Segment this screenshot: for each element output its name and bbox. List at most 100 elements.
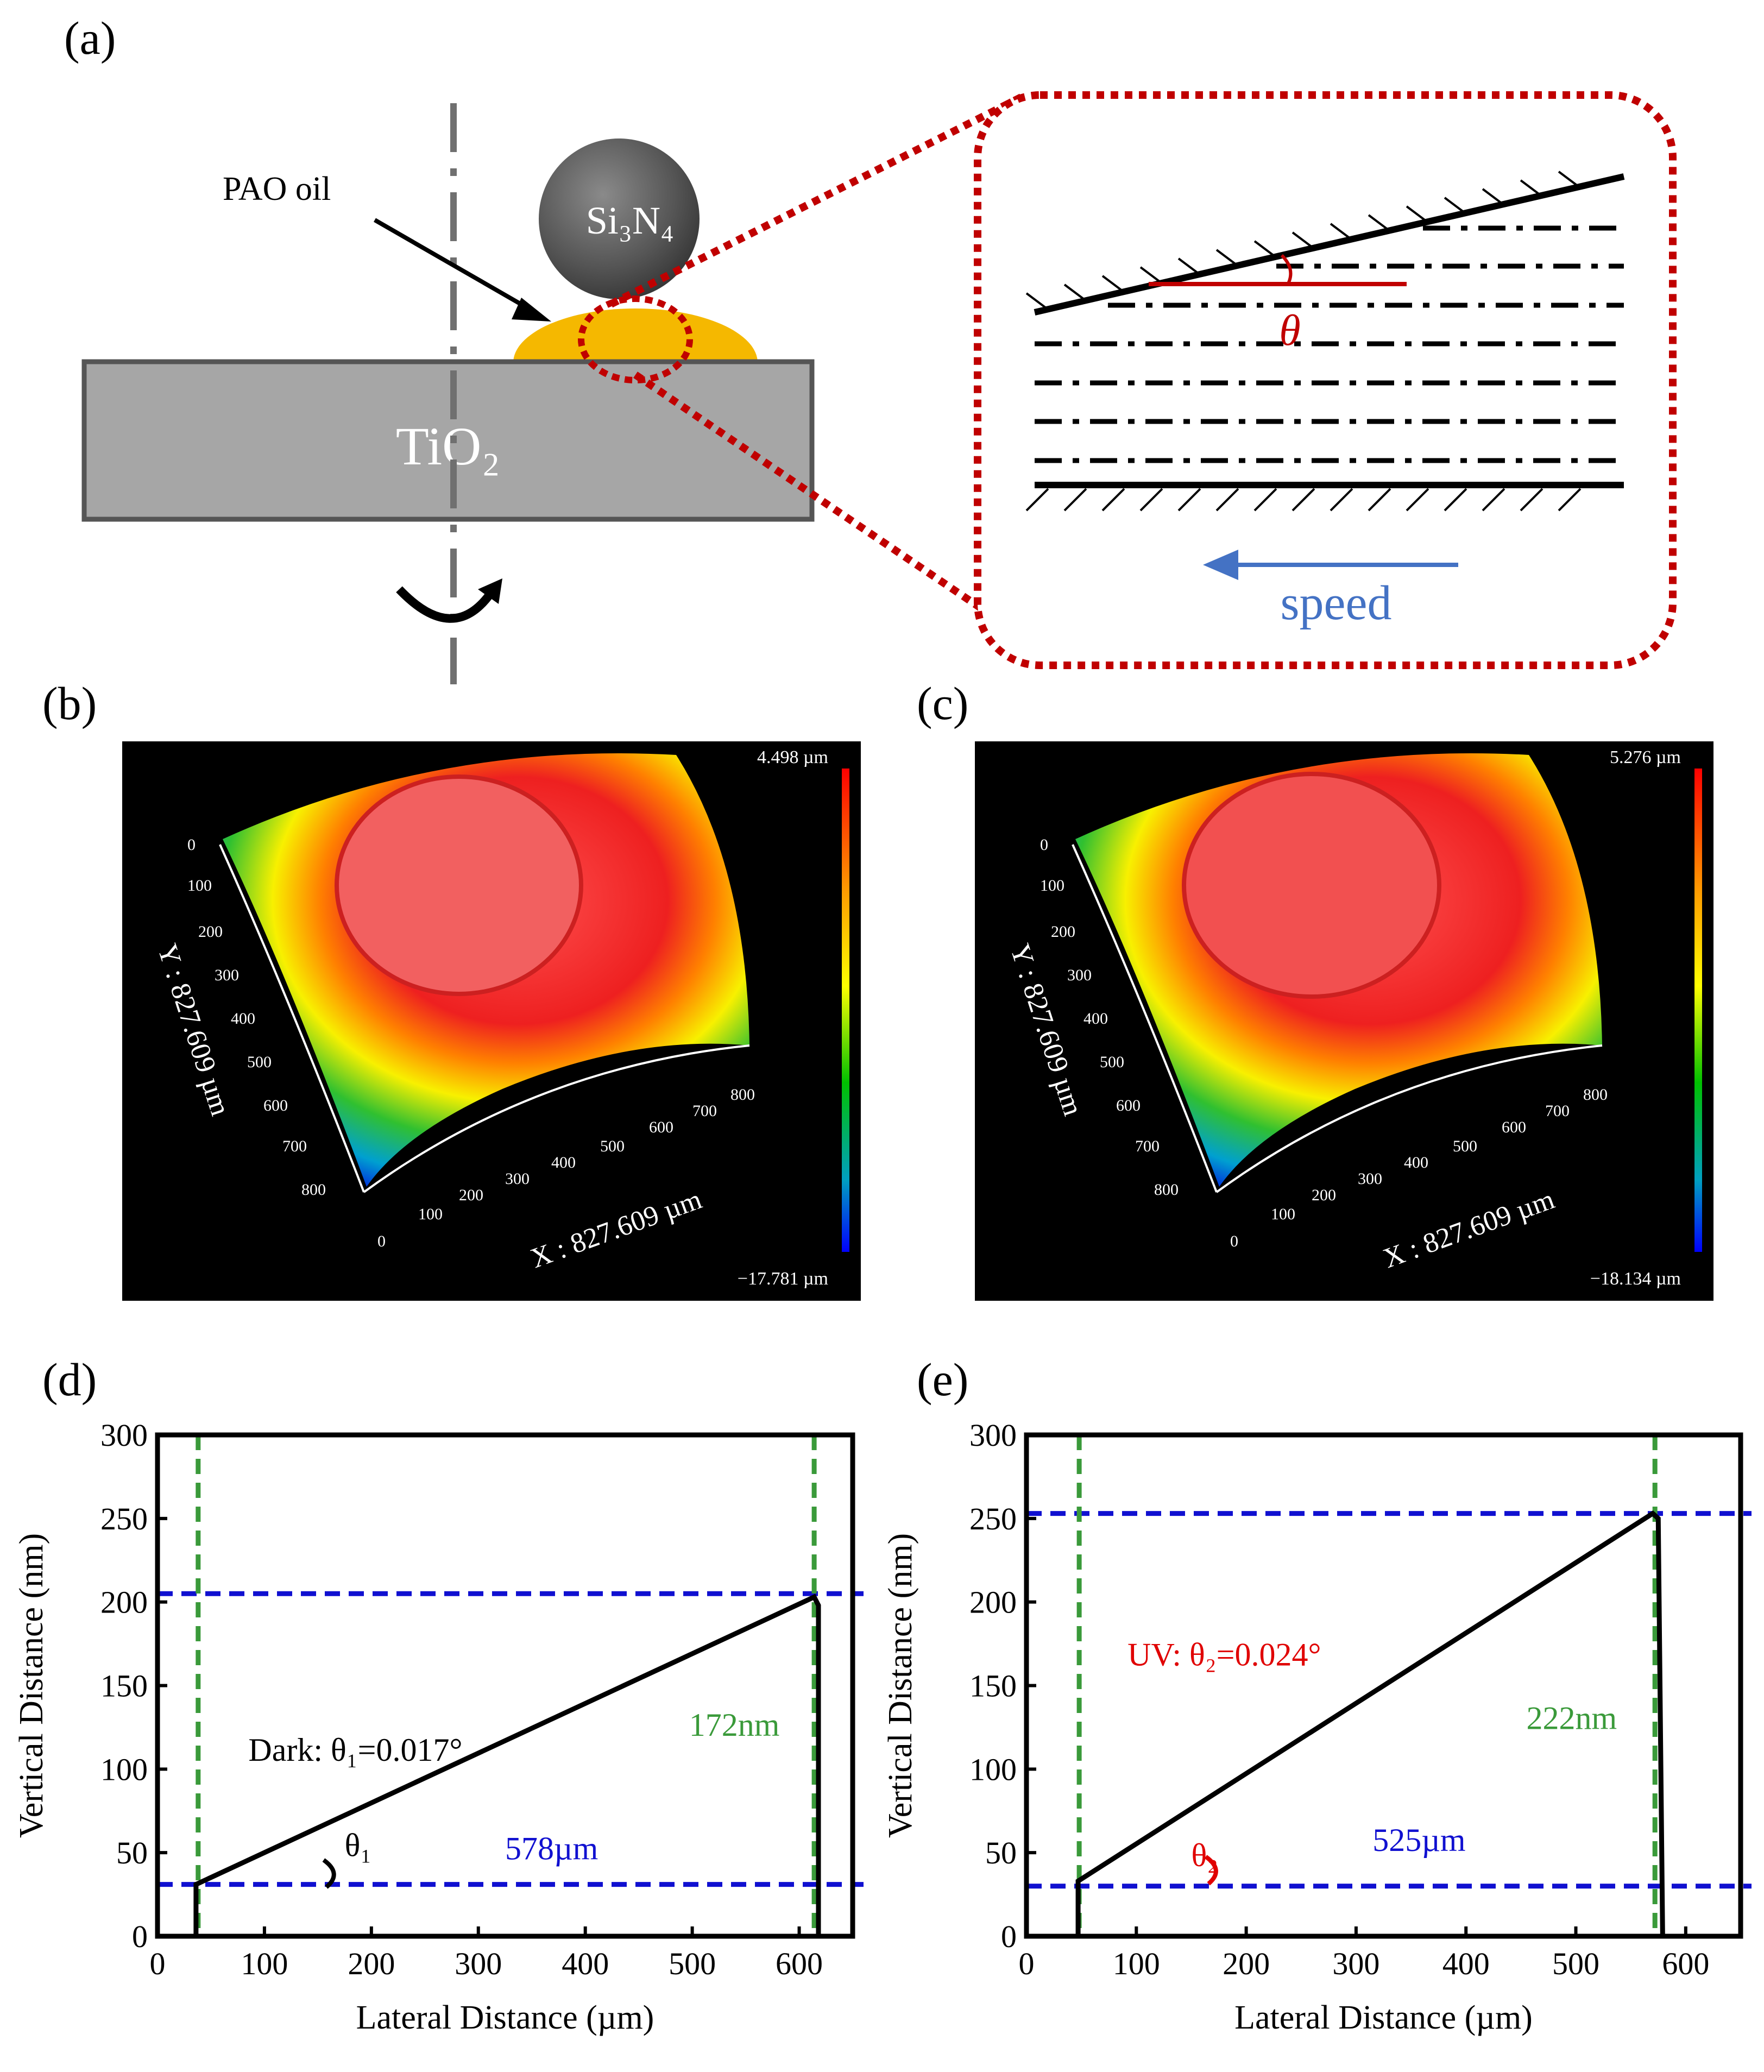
panel-label-a: (a)	[64, 12, 116, 64]
svg-text:700: 700	[1135, 1137, 1160, 1155]
svg-text:500: 500	[1453, 1137, 1477, 1155]
svg-text:100: 100	[418, 1205, 443, 1223]
speed-label: speed	[1281, 576, 1392, 630]
zoom-box	[974, 91, 1677, 669]
y-tick-label-1: 50	[985, 1835, 1017, 1871]
x-axis-ticks: 0 100 200 300 400 500 600 700 800	[377, 1086, 755, 1250]
svg-text:600: 600	[1502, 1118, 1526, 1136]
svg-text:700: 700	[692, 1102, 717, 1120]
svg-text:400: 400	[231, 1010, 255, 1028]
x-tick-label-5: 500	[1552, 1946, 1599, 1981]
x-axis-line	[363, 1044, 750, 1193]
svg-text:0: 0	[377, 1232, 386, 1250]
svg-text:600: 600	[649, 1118, 673, 1136]
svg-text:700: 700	[1545, 1102, 1570, 1120]
svg-text:300: 300	[215, 966, 239, 984]
y-tick-label-4: 200	[969, 1585, 1017, 1620]
y-axis-title: Vertical Distance (nm)	[13, 1533, 50, 1838]
si3n4-ball	[539, 138, 700, 299]
inclined-surface	[1034, 173, 1625, 316]
flow-lines	[1035, 225, 1624, 463]
wear-scar	[1182, 772, 1441, 999]
max-height-label: 4.498 µm	[757, 747, 828, 767]
panel-label-c: (c)	[917, 677, 969, 729]
svg-text:600: 600	[1116, 1097, 1141, 1114]
panel-label-b: (b)	[42, 677, 97, 729]
annotation-0: UV: θ₂=0.024°	[1127, 1637, 1321, 1673]
surface-map-c: 0 100 200 300 400 500 600 700 800 0 100 …	[975, 741, 1713, 1301]
x-tick-label-3: 300	[1332, 1946, 1379, 1981]
y-tick-label-1: 50	[116, 1835, 148, 1871]
angle-arc	[322, 1858, 336, 1889]
svg-text:500: 500	[247, 1053, 272, 1071]
svg-text:0: 0	[1040, 836, 1048, 854]
pao-oil-arrowhead-icon	[512, 298, 551, 322]
y-tick-label-2: 100	[969, 1752, 1017, 1787]
svg-text:300: 300	[505, 1170, 530, 1188]
profile-line-0	[1075, 1510, 1665, 1937]
rotation-arrowhead-icon	[478, 578, 502, 604]
speed-arrowhead-icon	[1203, 550, 1238, 580]
x-tick-label-4: 400	[1442, 1946, 1490, 1981]
x-tick-label-5: 500	[669, 1946, 716, 1981]
panel-label-d: (d)	[42, 1353, 97, 1406]
angle-label: θ	[1279, 307, 1300, 355]
svg-text:800: 800	[1583, 1086, 1608, 1104]
y-tick-label-3: 150	[969, 1668, 1017, 1704]
y-axis-title: Vertical Distance (nm)	[882, 1533, 919, 1838]
bottom-surface-hatching	[1025, 488, 1582, 512]
svg-text:400: 400	[1404, 1154, 1428, 1172]
svg-text:800: 800	[301, 1181, 326, 1199]
x-axis-title: Lateral Distance (µm)	[1234, 1999, 1533, 2036]
y-tick-label-6: 300	[100, 1418, 148, 1453]
x-tick-label-0: 0	[1019, 1946, 1035, 1981]
annotation-1: θ₁	[345, 1827, 372, 1863]
si3n4-label: Si₃N₄	[586, 199, 674, 242]
angle-arc	[1204, 1855, 1218, 1886]
y-axis-line	[1072, 844, 1218, 1193]
svg-text:200: 200	[459, 1186, 483, 1204]
svg-text:600: 600	[263, 1097, 288, 1114]
height-colorbar	[1694, 769, 1702, 1252]
x-tick-label-6: 600	[1662, 1946, 1709, 1981]
svg-text:400: 400	[551, 1154, 576, 1172]
svg-text:200: 200	[1051, 923, 1075, 941]
annotation-2: 525µm	[1372, 1822, 1465, 1858]
x-tick-label-6: 600	[776, 1946, 823, 1981]
x-axis-title: Lateral Distance (µm)	[356, 1999, 654, 2036]
annotation-2: 578µm	[505, 1830, 598, 1866]
schematic-panel: TiO₂ Si₃N₄ PAO oil θ	[81, 91, 1677, 684]
min-height-label: −18.134 µm	[1590, 1269, 1681, 1289]
svg-text:0: 0	[187, 836, 196, 854]
pao-oil-label: PAO oil	[223, 171, 331, 207]
x-tick-label-2: 200	[348, 1946, 395, 1981]
annotation-1: θ₂	[1191, 1837, 1218, 1873]
y-tick-label-0: 0	[132, 1919, 148, 1954]
svg-text:800: 800	[730, 1086, 755, 1104]
svg-text:700: 700	[282, 1137, 307, 1155]
y-tick-label-0: 0	[1001, 1919, 1017, 1954]
height-colorbar	[842, 769, 849, 1252]
profile-line-0	[193, 1594, 821, 1936]
inclined-surface-hatching	[1025, 171, 1582, 311]
y-tick-label-6: 300	[969, 1418, 1017, 1453]
svg-text:500: 500	[1100, 1053, 1124, 1071]
svg-text:800: 800	[1154, 1181, 1179, 1199]
y-tick-label-2: 100	[100, 1752, 148, 1787]
max-height-label: 5.276 µm	[1610, 747, 1681, 767]
x-tick-label-3: 300	[455, 1946, 502, 1981]
annotation-0: Dark: θ₁=0.017°	[248, 1732, 462, 1768]
svg-text:200: 200	[198, 923, 223, 941]
rotation-arrow-icon	[396, 586, 495, 623]
profile-chart-e: 0 100 200 300 400 500 600 0 50 100 150 200 250 300 Lat…	[882, 1418, 1752, 2036]
y-tick-label-5: 250	[969, 1501, 1017, 1536]
x-tick-label-1: 100	[1113, 1946, 1160, 1981]
angle-arc	[1280, 254, 1293, 285]
y-axis-ticks: 0 100 200 300 400 500 600 700 800	[187, 836, 326, 1199]
svg-text:300: 300	[1358, 1170, 1382, 1188]
panel-label-e: (e)	[917, 1353, 969, 1406]
svg-text:100: 100	[187, 877, 212, 895]
pao-oil-pointer	[374, 218, 533, 313]
y-axis-ticks: 0 100 200 300 400 500 600 700 800	[1040, 836, 1179, 1199]
svg-text:500: 500	[600, 1137, 625, 1155]
